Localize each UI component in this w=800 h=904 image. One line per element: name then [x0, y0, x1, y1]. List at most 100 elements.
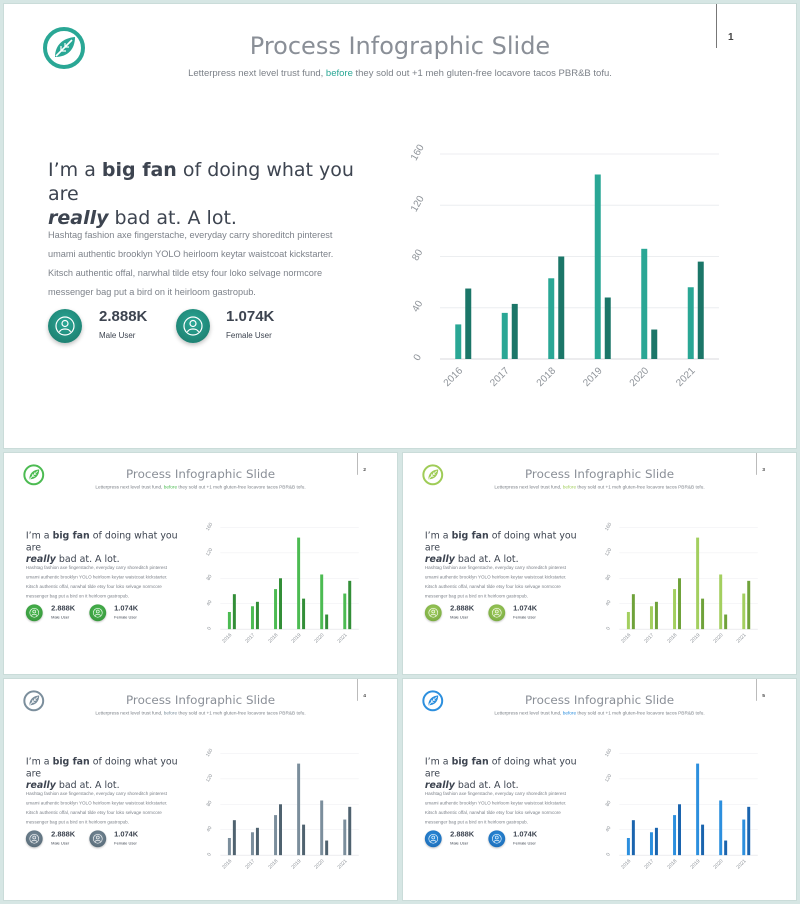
- page-number: 3: [762, 466, 766, 473]
- slide-title: Process Infographic Slide: [524, 692, 675, 707]
- bar-2021-series-1: [742, 819, 746, 856]
- bar-2016-series-1: [227, 611, 231, 630]
- bar-2019-series-1: [297, 537, 301, 630]
- bar-2019-series-1: [297, 763, 301, 856]
- bar-2016-series-1: [626, 837, 630, 856]
- y-tick-label: 120: [205, 773, 214, 783]
- body-paragraph: Hashtag fashion axe fingerstache, everyd…: [48, 230, 334, 297]
- bar-2018-series-1: [548, 278, 555, 359]
- x-tick-label: 2016: [221, 632, 233, 644]
- female-user-count: 1.074K: [226, 308, 275, 325]
- x-tick-label: 2019: [689, 632, 701, 644]
- bar-2020-series-1: [320, 574, 324, 630]
- headline-bold: big fan: [451, 755, 489, 767]
- bar-2017-series-1: [649, 832, 653, 856]
- headline: I’m a big fan of doing what you are reall…: [26, 755, 185, 791]
- bar-2019-series-2: [604, 297, 611, 359]
- leaf-icon: [422, 464, 444, 486]
- y-tick-label: 0: [605, 852, 612, 858]
- male-user-count: 2.888K: [450, 829, 475, 839]
- x-tick-label: 2018: [666, 858, 678, 870]
- headline-part: bad at. A lot.: [55, 779, 120, 791]
- slide-content: 1 Process Infographic Slide Letterpress …: [4, 4, 796, 448]
- x-tick-label: 2016: [221, 858, 233, 870]
- body-paragraph: Hashtag fashion axe fingerstache, everyd…: [424, 791, 567, 825]
- y-tick-label: 160: [409, 144, 427, 163]
- y-tick-label: 160: [205, 522, 214, 532]
- headline-part: I’m a: [424, 755, 452, 767]
- slide-thumbnail-5[interactable]: 5 Process Infographic Slide Letterpress …: [403, 679, 796, 900]
- x-tick-label: 2020: [712, 858, 724, 870]
- slide-main[interactable]: 1 Process Infographic Slide Letterpress …: [4, 4, 796, 448]
- headline-bold: big fan: [52, 529, 90, 541]
- x-tick-label: 2016: [442, 365, 466, 389]
- x-tick-label: 2021: [736, 632, 748, 644]
- slide-title: Process Infographic Slide: [524, 466, 675, 481]
- y-tick-label: 120: [604, 773, 613, 783]
- headline-part: I’m a: [25, 755, 53, 767]
- slide-thumbnail-3[interactable]: 3 Process Infographic Slide Letterpress …: [403, 453, 796, 674]
- bar-2019-series-2: [701, 824, 705, 856]
- slide-content: 2 Process Infographic Slide Letterpress …: [4, 453, 397, 673]
- subtitle-text-end: they sold out +1 meh gluten-free locavor…: [177, 484, 306, 491]
- bar-2019-series-2: [701, 598, 705, 630]
- male-user-count: 2.888K: [99, 308, 148, 325]
- bar-2021-series-1: [343, 593, 347, 630]
- headline-bold: big fan: [101, 159, 177, 181]
- bar-2016-series-2: [232, 594, 236, 630]
- x-tick-label: 2021: [337, 858, 349, 870]
- x-tick-label: 2018: [267, 632, 279, 644]
- slide-subtitle: Letterpress next level trust fund, befor…: [403, 485, 796, 490]
- x-tick-label: 2020: [628, 365, 652, 389]
- slide-subtitle: Letterpress next level trust fund, befor…: [4, 485, 397, 490]
- leaf-icon: [23, 690, 45, 712]
- slide-thumbnail-2[interactable]: 2 Process Infographic Slide Letterpress …: [4, 453, 397, 674]
- bar-2017-series-2: [511, 303, 518, 359]
- headline-bold: big fan: [451, 529, 489, 541]
- female-user-icon: [89, 604, 107, 622]
- subtitle-text-end: they sold out +1 meh gluten-free locavor…: [352, 68, 612, 79]
- headline-italic: really: [25, 779, 56, 791]
- female-user-count: 1.074K: [513, 829, 538, 839]
- female-user-label: Female User: [513, 615, 536, 620]
- female-user-icon: [89, 830, 107, 848]
- bar-2020-series-2: [651, 329, 658, 359]
- y-tick-label: 120: [205, 547, 214, 557]
- headline: I’m a big fan of doing what you are reall…: [26, 529, 185, 565]
- male-user-label: Male User: [51, 615, 70, 620]
- bar-2016-series-2: [631, 594, 635, 630]
- headline-part: of doing what you are: [25, 529, 178, 553]
- y-tick-label: 80: [206, 574, 214, 582]
- x-tick-label: 2021: [736, 858, 748, 870]
- bar-2020-series-1: [641, 248, 648, 359]
- bar-2017-series-2: [255, 601, 259, 630]
- bar-2021-series-2: [697, 261, 704, 359]
- slide-thumbnail-4[interactable]: 4 Process Infographic Slide Letterpress …: [4, 679, 397, 900]
- headline: I’m a big fan of doing what you are reall…: [48, 158, 368, 230]
- headline-part: bad at. A lot.: [108, 207, 237, 229]
- bar-2021-series-2: [348, 806, 352, 856]
- y-tick-label: 160: [604, 522, 613, 532]
- bar-2021-series-2: [747, 580, 751, 630]
- bar-2016-series-2: [631, 820, 635, 856]
- headline-italic: really: [48, 207, 109, 229]
- male-user-icon: [424, 830, 442, 848]
- bar-chart: 0 40 80 120 160 2016 2017 2018 2019 2020 2021: [409, 144, 719, 389]
- x-tick-label: 2017: [643, 858, 655, 870]
- body-paragraph: Hashtag fashion axe fingerstache, everyd…: [25, 791, 168, 825]
- headline-part: of doing what you are: [48, 159, 354, 205]
- x-tick-label: 2016: [620, 858, 632, 870]
- y-tick-label: 80: [206, 800, 214, 808]
- subtitle-text-end: they sold out +1 meh gluten-free locavor…: [177, 710, 306, 717]
- y-tick-label: 40: [605, 825, 613, 833]
- bar-2017-series-2: [255, 827, 259, 856]
- headline-part: bad at. A lot.: [454, 779, 519, 791]
- male-user-label: Male User: [51, 841, 70, 846]
- subtitle-accent: before: [163, 484, 178, 491]
- bar-2021-series-1: [687, 287, 694, 359]
- page-number: 1: [728, 32, 734, 43]
- female-user-label: Female User: [114, 841, 137, 846]
- x-tick-label: 2020: [313, 858, 325, 870]
- subtitle-accent: before: [325, 68, 353, 79]
- female-user-icon: [488, 830, 506, 848]
